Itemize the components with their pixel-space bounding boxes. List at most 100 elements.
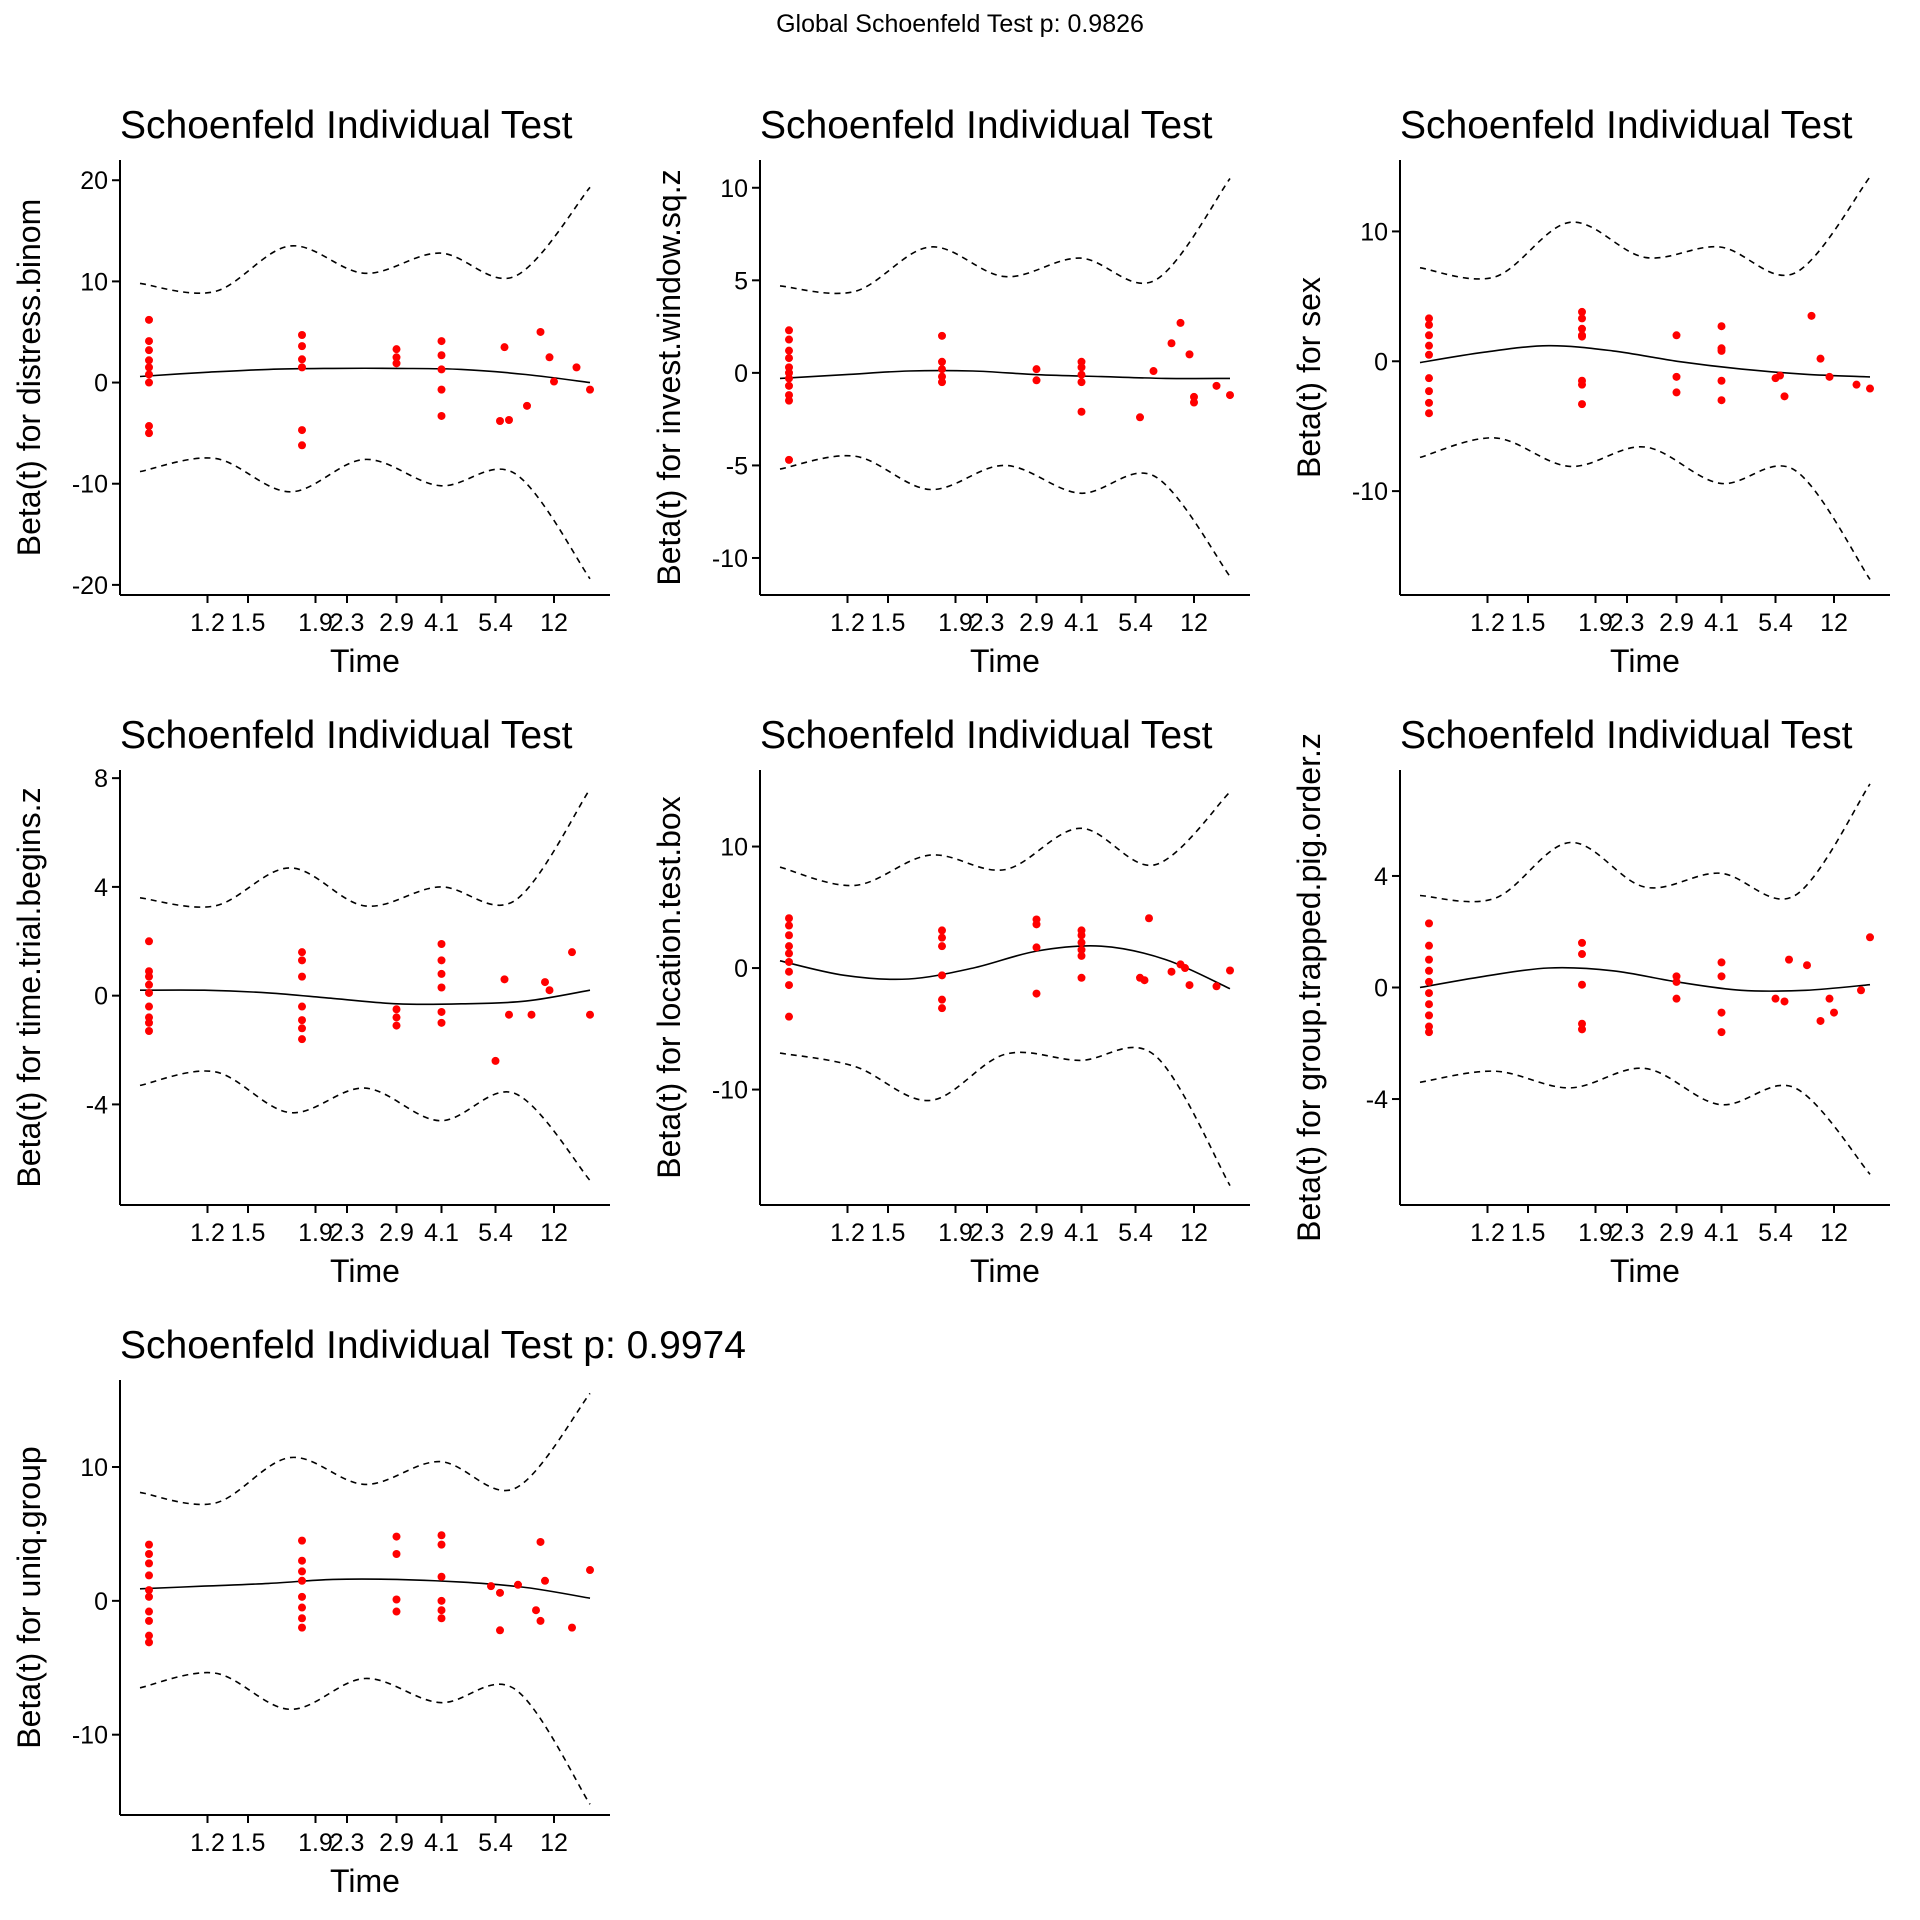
residual-point xyxy=(541,1576,549,1585)
residual-point xyxy=(298,1567,306,1576)
residual-point xyxy=(1578,950,1586,959)
residual-point xyxy=(1857,986,1865,995)
residual-point xyxy=(145,363,153,372)
x-tick-label: 2.3 xyxy=(330,1219,365,1247)
residual-point xyxy=(527,1010,536,1019)
residual-point xyxy=(496,417,504,425)
residual-point xyxy=(1425,331,1433,340)
residual-point xyxy=(298,1556,306,1565)
residual-point xyxy=(1425,1022,1433,1031)
x-tick-label: 5.4 xyxy=(478,609,513,637)
residual-point xyxy=(145,1616,153,1625)
panel-title: Schoenfeld Individual Test xyxy=(760,714,1213,757)
residual-point xyxy=(145,370,153,379)
x-tick-label: 1.5 xyxy=(231,609,266,637)
y-tick-label: 0 xyxy=(94,370,108,398)
x-tick-label: 2.9 xyxy=(1019,609,1054,637)
residual-point xyxy=(785,1012,793,1021)
residual-point xyxy=(938,995,946,1004)
x-tick-label: 5.4 xyxy=(1118,609,1153,637)
residual-point xyxy=(1190,398,1198,407)
residual-point xyxy=(1145,914,1153,923)
residual-point xyxy=(437,1572,446,1581)
residual-point xyxy=(1185,350,1194,359)
residual-point xyxy=(298,355,306,364)
y-tick-label: 0 xyxy=(94,983,108,1011)
residual-point xyxy=(505,1010,513,1019)
x-tick-label: 5.4 xyxy=(1118,1219,1153,1247)
residual-point xyxy=(1672,331,1681,340)
residual-point xyxy=(1425,966,1433,975)
x-tick-label: 12 xyxy=(1180,609,1208,637)
x-tick-label: 12 xyxy=(540,1829,568,1857)
residual-point xyxy=(1425,977,1433,986)
residual-point xyxy=(1032,920,1041,929)
x-tick-label: 2.3 xyxy=(1610,1219,1645,1247)
y-axis-title: Beta(t) for time.trial.begins.z xyxy=(11,787,47,1187)
residual-point xyxy=(1077,951,1086,960)
x-tick-label: 2.9 xyxy=(1019,1219,1054,1247)
residual-point xyxy=(1176,318,1185,327)
x-tick-label: 1.5 xyxy=(231,1829,266,1857)
upper-confidence-band xyxy=(139,788,591,908)
x-tick-label: 1.5 xyxy=(1511,609,1546,637)
x-tick-label: 4.1 xyxy=(1704,609,1739,637)
upper-confidence-band xyxy=(779,178,1231,295)
residual-point xyxy=(1852,380,1861,389)
residual-point xyxy=(145,337,153,346)
residual-point xyxy=(437,956,446,965)
residual-point xyxy=(145,356,153,365)
residual-point xyxy=(392,1532,401,1541)
residual-point xyxy=(392,1550,401,1558)
y-tick-label: 10 xyxy=(1360,218,1388,246)
residual-point xyxy=(1717,346,1726,355)
residual-point xyxy=(392,1595,401,1604)
residual-point xyxy=(298,363,306,372)
residual-point xyxy=(1226,391,1234,400)
x-tick-label: 1.9 xyxy=(1578,1219,1613,1247)
residual-point xyxy=(1816,1016,1825,1025)
residual-point xyxy=(1190,392,1198,401)
residual-point xyxy=(1816,354,1825,363)
lower-confidence-band xyxy=(779,1046,1231,1186)
x-tick-label: 1.5 xyxy=(871,609,906,637)
x-tick-label: 2.3 xyxy=(1610,609,1645,637)
y-axis-title: Beta(t) for sex xyxy=(1291,277,1327,478)
residual-point xyxy=(437,365,446,374)
residual-point xyxy=(1167,967,1176,976)
residual-point xyxy=(145,378,153,387)
fit-line xyxy=(139,989,591,1006)
residual-point xyxy=(298,1614,306,1623)
residual-point xyxy=(1077,357,1086,366)
residual-point xyxy=(1578,314,1586,323)
x-tick-label: 2.3 xyxy=(970,609,1005,637)
y-tick-label: 8 xyxy=(94,765,108,793)
residual-point xyxy=(938,1004,946,1013)
y-tick-label: 0 xyxy=(734,955,748,983)
residual-point xyxy=(1425,320,1433,329)
residual-point xyxy=(145,1018,153,1027)
x-tick-label: 2.9 xyxy=(1659,609,1694,637)
residual-point xyxy=(437,1018,446,1027)
upper-confidence-band xyxy=(779,791,1231,887)
residual-point xyxy=(1077,931,1086,940)
residual-point xyxy=(145,988,153,997)
residual-point xyxy=(1149,367,1158,376)
residual-point xyxy=(145,422,153,431)
y-tick-label: -5 xyxy=(726,452,748,480)
residual-point xyxy=(145,1571,153,1580)
fit-line xyxy=(779,369,1231,380)
residual-point xyxy=(1672,994,1681,1003)
panels: Schoenfeld Individual Test -20 -10 0 10 20 1.2… xyxy=(11,104,1890,1899)
residual-point xyxy=(1425,1011,1433,1020)
residual-point xyxy=(1181,964,1189,973)
x-tick-label: 2.3 xyxy=(330,1829,365,1857)
residual-point xyxy=(1803,961,1811,970)
residual-point xyxy=(545,986,554,995)
residual-point xyxy=(1717,958,1726,967)
residual-point xyxy=(496,1588,504,1597)
y-tick-label: 10 xyxy=(80,1454,108,1482)
y-tick-label: 5 xyxy=(734,267,748,295)
residual-point xyxy=(1578,938,1586,947)
